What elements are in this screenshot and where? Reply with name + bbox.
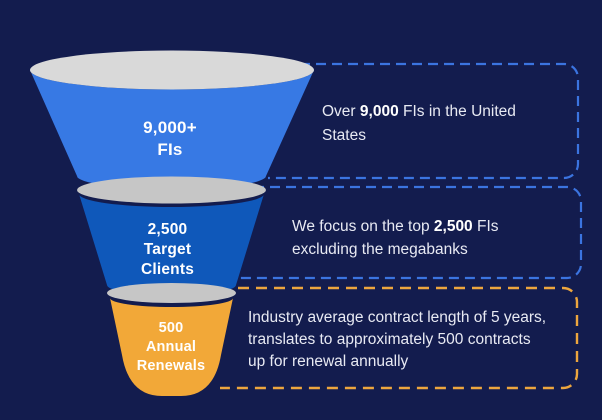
funnel-stage-1-shape: [30, 70, 314, 189]
callout-2-line-2: excluding the megabanks: [292, 241, 468, 258]
funnel-stage-2-word-1: Target: [143, 241, 192, 258]
funnel-band-2: [107, 283, 236, 303]
funnel-stage-3-value: 500: [158, 320, 184, 336]
funnel-stage-2-word-2: Clients: [140, 261, 195, 278]
funnel-stage-3-shape: [110, 298, 233, 396]
callout-2-line-1: We focus on the top 2,500 FIs: [292, 215, 552, 238]
callout-2-text-before: We focus on the top: [292, 218, 434, 235]
funnel-stage-1-label: 9,000+ FIs: [100, 117, 240, 161]
callout-3-dashed-border: [220, 286, 579, 390]
callout-2-text-after: FIs: [472, 218, 499, 235]
funnel-band-1: [77, 176, 266, 204]
callout-2-bold-number: 2,500: [433, 218, 473, 235]
callout-1-dashed-border: [268, 62, 580, 180]
callout-1-text-before: Over: [322, 103, 360, 120]
funnel-stage-1-value: 9,000+: [143, 118, 197, 137]
funnel-stage-3-word-2: Renewals: [136, 358, 206, 374]
callout-3-text: Industry average contract length of 5 ye…: [248, 307, 578, 373]
callout-1-text: Over 9,000 FIs in the United States: [322, 100, 572, 148]
callout-1-line-1: Over 9,000 FIs in the United: [322, 100, 572, 124]
callout-1-bold-number: 9,000: [359, 103, 399, 120]
funnel-stage-3-label: 500 Annual Renewals: [110, 319, 232, 376]
callout-1-text-after: FIs in the United: [398, 103, 516, 120]
callout-3-line-1: Industry average contract length of 5 ye…: [248, 309, 547, 326]
callout-2-text: We focus on the top 2,500 FIs excluding …: [292, 215, 552, 261]
callout-3-line-3: up for renewal annually: [248, 353, 409, 370]
funnel-stage-2-shape: [79, 194, 264, 295]
funnel-top-rim: [30, 50, 314, 90]
funnel-stage-2-value: 2,500: [147, 221, 188, 238]
funnel-stage-2-label: 2,500 Target Clients: [105, 220, 230, 280]
funnel-stage-3-word-1: Annual: [145, 339, 197, 355]
callout-3-line-2: translates to approximately 500 contract…: [248, 331, 531, 348]
callout-1-line-2: States: [322, 127, 366, 144]
funnel-stage-1-unit: FIs: [157, 140, 183, 159]
